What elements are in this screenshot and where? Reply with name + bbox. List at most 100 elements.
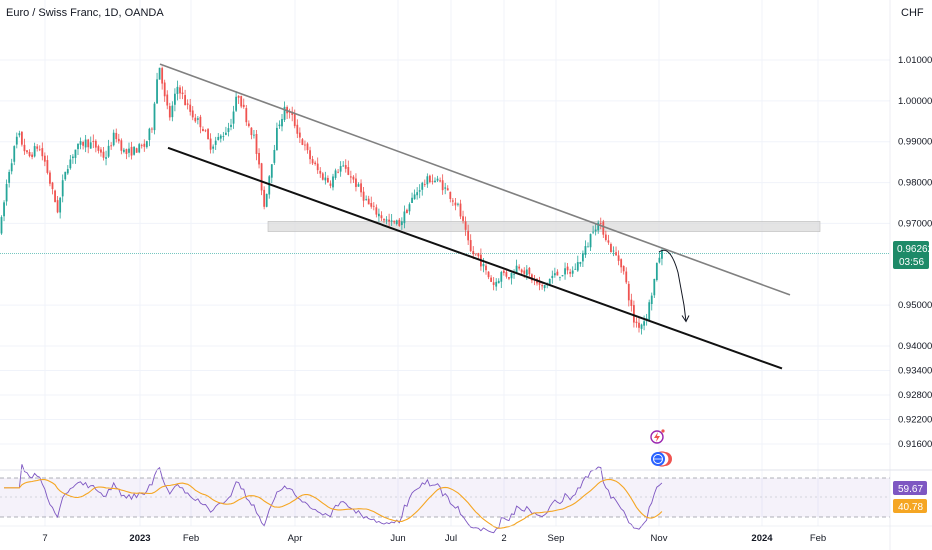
candle [140, 143, 143, 149]
candle [56, 196, 59, 214]
candle [543, 284, 546, 292]
earnings-icon[interactable] [651, 451, 672, 467]
candle [574, 263, 577, 270]
candle [0, 215, 3, 235]
price-tick-label: 0.97000 [898, 218, 932, 229]
candle [625, 267, 628, 285]
candle [41, 142, 44, 161]
candle [418, 184, 421, 199]
candle [163, 79, 166, 102]
candle [36, 144, 39, 152]
candle [393, 220, 396, 225]
candle [548, 278, 551, 285]
candle [110, 142, 113, 150]
candle [143, 139, 146, 152]
candle [627, 281, 630, 307]
candle [115, 128, 118, 143]
candle [467, 224, 470, 245]
candle [602, 219, 605, 238]
candle [156, 72, 158, 104]
candle [564, 262, 566, 280]
upper-trendline[interactable] [159, 63, 791, 296]
candle [181, 86, 184, 100]
candle [301, 137, 304, 146]
candle [191, 106, 194, 121]
candle [125, 148, 128, 160]
time-tick-label: Jun [390, 533, 405, 544]
price-axis[interactable]: 1.01000 1.00000 0.99000 0.98000 0.97000 0.950… [898, 55, 932, 450]
candle [3, 200, 5, 222]
candle [383, 218, 385, 223]
candle [232, 105, 235, 129]
candle [235, 91, 237, 112]
candle [296, 119, 299, 139]
candle [207, 127, 209, 140]
candle [51, 181, 54, 195]
time-axis[interactable]: 7 2023 Feb Apr Jun Jul 2 Sep Nov 2024 Feb [42, 533, 826, 544]
candle [194, 113, 197, 123]
candle [265, 193, 268, 208]
candle [559, 276, 561, 281]
candle [253, 129, 255, 139]
candle [579, 261, 582, 267]
candle [400, 217, 403, 230]
candle [582, 250, 584, 267]
time-tick-label: 2023 [129, 533, 150, 544]
candle [250, 127, 253, 140]
candle [551, 270, 554, 284]
candle [334, 168, 337, 180]
candle [219, 134, 222, 143]
candle [485, 263, 487, 275]
candle [117, 133, 120, 144]
time-tick-label: 2 [501, 533, 506, 544]
candle [174, 88, 176, 112]
candle [151, 127, 153, 133]
candle [304, 140, 306, 151]
candle [31, 152, 33, 160]
candle [444, 182, 447, 195]
candle [13, 145, 16, 166]
lower-trendline[interactable] [167, 146, 783, 370]
candle [230, 118, 232, 131]
time-tick-label: Nov [651, 533, 668, 544]
candle [120, 138, 123, 155]
candle [615, 246, 617, 257]
candle [276, 122, 278, 151]
candle [413, 189, 416, 200]
candle [487, 271, 490, 280]
candle [408, 202, 411, 215]
candle [66, 165, 69, 175]
candle [105, 150, 107, 166]
candle [576, 255, 579, 272]
candle [145, 140, 148, 149]
candle [298, 127, 301, 143]
candle [635, 317, 638, 328]
candle [612, 246, 615, 257]
candle [587, 242, 589, 248]
candle [378, 208, 380, 222]
candle [380, 211, 383, 221]
time-tick-label: 7 [42, 533, 47, 544]
candle [64, 171, 67, 181]
forecast-arrow [658, 249, 687, 322]
candle [421, 181, 424, 196]
candle [92, 134, 95, 149]
candle [653, 278, 656, 298]
candle [367, 195, 370, 205]
candle [406, 208, 408, 214]
candle [54, 189, 56, 203]
candle [123, 147, 125, 154]
candle [370, 196, 373, 209]
rsi-ma-line [4, 478, 663, 529]
candle [327, 175, 329, 184]
candle [344, 159, 347, 173]
candle [650, 292, 653, 311]
candle [21, 130, 23, 147]
dividend-flash-icon[interactable] [650, 429, 665, 444]
candle [441, 174, 444, 195]
candle [278, 120, 281, 129]
price-tick-label: 0.92800 [898, 390, 932, 401]
candle [82, 140, 84, 150]
candle [49, 170, 51, 187]
